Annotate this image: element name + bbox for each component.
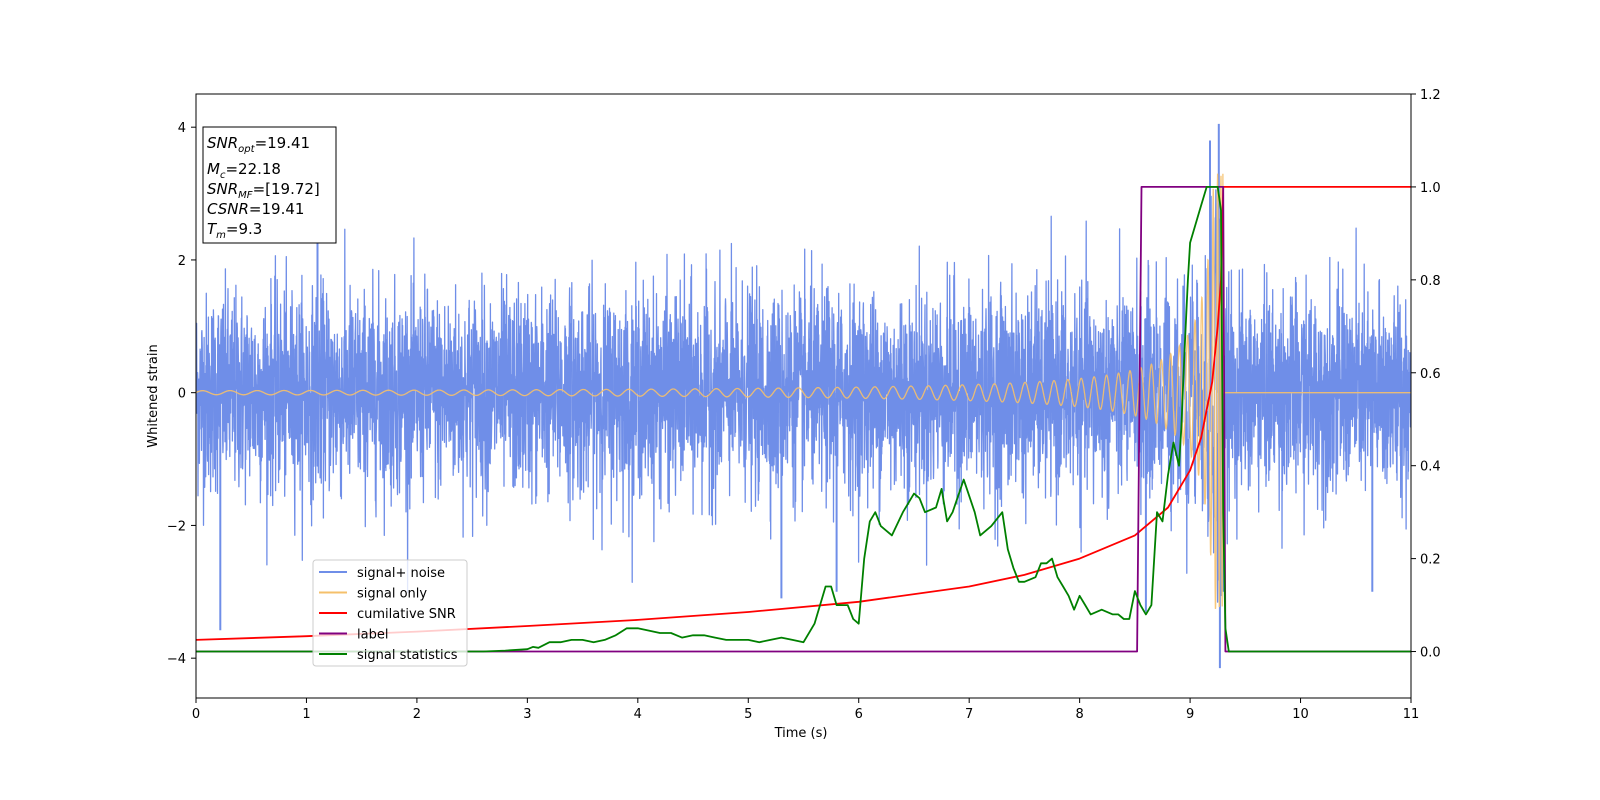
x-tick-label: 10 <box>1292 707 1309 722</box>
series-signal-only <box>196 173 1411 610</box>
legend-signal-statistics: signal statistics <box>319 648 458 663</box>
x-tick-label: 8 <box>1075 707 1083 722</box>
legend-label-text: signal only <box>357 587 427 602</box>
y-right-tick-label: 0.0 <box>1420 646 1441 661</box>
x-axis: 0 1 2 3 4 5 6 7 8 9 10 11 <box>192 698 1419 722</box>
y-right-tick-label: 1.2 <box>1420 88 1441 103</box>
legend-label-text: cumilative SNR <box>357 607 456 622</box>
y-right-tick-label: 0.4 <box>1420 460 1441 475</box>
y-left-tick-label: −4 <box>167 652 186 667</box>
legend-label-text: signal statistics <box>357 648 458 663</box>
legend-cumulative-snr: cumilative SNR <box>319 607 456 622</box>
annotation-box: SNRopt=19.41 Mc=22.18 SNRMF=[19.72] CSNR… <box>202 126 337 244</box>
x-tick-label: 5 <box>744 707 752 722</box>
y-right-tick-label: 0.2 <box>1420 553 1441 568</box>
legend-label: label <box>319 628 388 643</box>
x-tick-label: 6 <box>855 707 863 722</box>
legend-signal-noise: signal+ noise <box>319 566 445 581</box>
x-axis-label: Time (s) <box>774 726 828 741</box>
legend-signal-only: signal only <box>319 587 427 602</box>
annotation-csnr: CSNR=19.41 <box>207 200 304 218</box>
annotation-mc: Mc=22.18 <box>207 160 281 181</box>
y-right-tick-label: 0.8 <box>1420 274 1441 289</box>
y-left-tick-label: 2 <box>178 254 186 269</box>
annotation-tm: Tm=9.3 <box>207 220 262 241</box>
y-right-tick-label: 1.0 <box>1420 181 1441 196</box>
legend: signal+ noise signal only cumilative SNR la… <box>312 559 468 667</box>
y-right-tick-label: 0.6 <box>1420 367 1441 382</box>
series-layer <box>196 123 1411 669</box>
y-left-tick-label: 0 <box>178 387 186 402</box>
x-tick-label: 3 <box>523 707 531 722</box>
legend-label-text: label <box>357 628 388 643</box>
series-signal-statistics <box>196 186 1411 653</box>
y-axis-left: 4 2 0 −2 −4 <box>167 121 196 667</box>
x-tick-label: 7 <box>965 707 973 722</box>
x-tick-label: 9 <box>1186 707 1194 722</box>
annotation-snr-opt: SNRopt=19.41 <box>207 134 310 155</box>
y-left-tick-label: 4 <box>178 121 186 136</box>
x-tick-label: 0 <box>192 707 200 722</box>
x-tick-label: 1 <box>302 707 310 722</box>
legend-label-text: signal+ noise <box>357 566 445 581</box>
plot-frame <box>195 93 1412 699</box>
annotation-snr-mf: SNRMF=[19.72] <box>207 180 320 201</box>
x-tick-label: 2 <box>413 707 421 722</box>
y-axis-right: 1.2 1.0 0.8 0.6 0.4 0.2 0.0 <box>1411 88 1441 661</box>
x-tick-label: 4 <box>634 707 642 722</box>
series-cumulative-snr <box>196 186 1411 641</box>
signal-noise-line <box>196 189 1411 603</box>
y-left-tick-label: −2 <box>167 519 186 534</box>
y-axis-label: Whitened strain <box>146 344 161 447</box>
x-tick-label: 11 <box>1403 707 1420 722</box>
